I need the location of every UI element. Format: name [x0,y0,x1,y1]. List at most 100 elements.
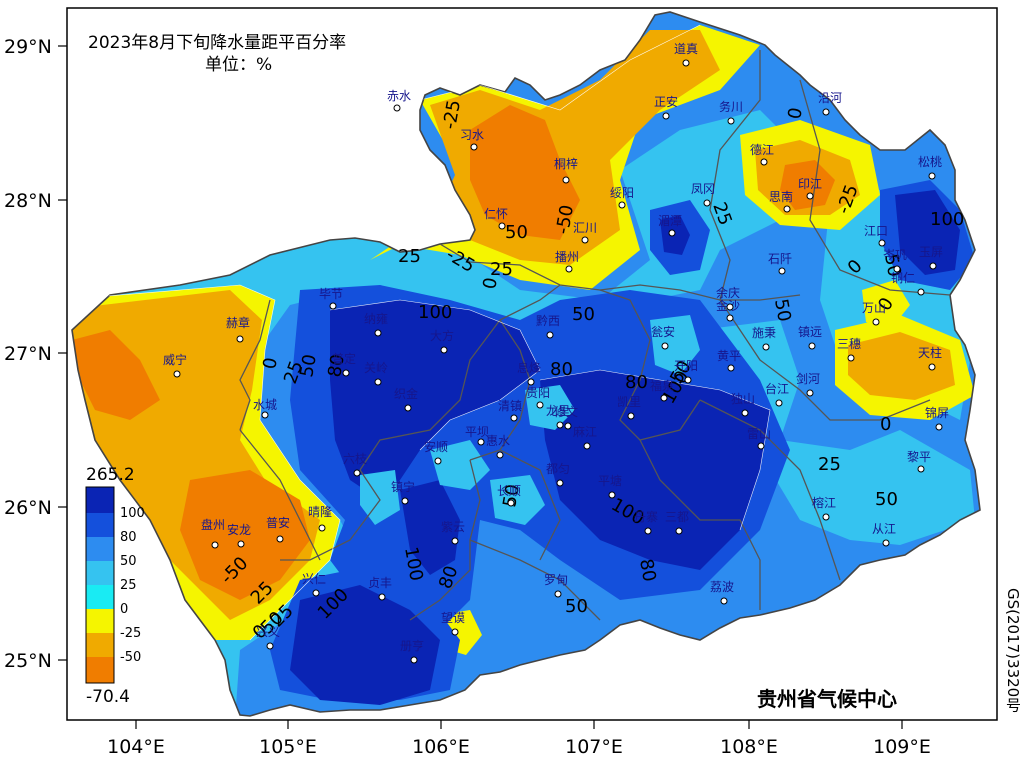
station-marker [451,628,459,636]
station-marker [236,335,244,343]
station-name: 印江 [798,177,822,191]
station-marker [393,104,401,112]
lon-label-109: 109°E [873,736,931,758]
station-name: 江口 [864,224,888,238]
station-marker [760,158,768,166]
contour-label: -50 [552,203,578,236]
station-marker [353,469,361,477]
station: 安顺 [424,439,448,465]
station-name: 贵阳 [526,386,550,400]
station: 岑巩 [883,248,907,273]
station-marker [726,303,734,311]
station-name: 开阳 [674,359,698,373]
station: 台江 [765,381,789,407]
station-name: 威宁 [163,352,187,367]
station-marker [276,535,284,543]
station: 长顺 [497,484,521,507]
contour-lines [72,24,771,641]
station: 天柱 [918,345,942,371]
station-marker [703,199,711,207]
station-name: 罗甸 [544,573,568,587]
station: 德江 [750,142,774,166]
lon-labels: 104°E 105°E 106°E 107°E 108°E 109°E [107,736,931,758]
station-marker [917,288,925,296]
station-name: 黎平 [907,450,931,464]
station-name: 绥阳 [610,186,634,200]
station-marker [893,265,901,273]
station-marker [822,513,830,521]
station: 独山 [731,392,755,417]
station-marker [878,239,886,247]
station-marker [662,112,670,120]
station-name: 黔西 [536,313,560,328]
station: 施秉 [752,326,776,351]
station-name: 水城 [253,398,277,412]
legend-swatch [86,585,114,609]
station-name: 毕节 [319,287,343,301]
station: 毕节 [319,287,343,310]
station: 凯里 [617,395,641,420]
station-marker [507,499,515,507]
station: 龙里 [546,404,570,429]
station-name: 汇川 [573,221,597,235]
station-name: 瓮安 [651,324,675,339]
station-name: 赫章 [226,315,250,330]
legend-max: 265.2 [86,465,135,485]
station: 麻江 [573,424,597,450]
prefecture-boundaries [239,50,951,621]
station: 威宁 [163,352,187,378]
station-marker [608,491,616,499]
station-name: 余庆 [716,285,740,300]
station-name: 正安 [654,94,678,109]
station: 开阳 [674,359,698,384]
station: 贵阳 [526,386,550,409]
station-name: 铜仁 [891,270,915,285]
station-marker [565,265,573,273]
station-name: 湄潭 [658,214,682,228]
station-name: 息烽 [517,360,541,375]
contour-label: 100 [418,302,452,323]
station-name: 册亨 [400,638,424,653]
station-name: 松桃 [918,154,942,169]
map-title: 2023年8月下旬降水量距平百分率 [88,33,347,53]
station-marker [562,176,570,184]
lon-label-107: 107°E [565,736,623,758]
station-name: 安龙 [227,522,251,537]
station: 凤冈 [691,182,715,207]
legend-swatch [86,657,114,683]
legend-level: 80 [120,530,137,545]
station-marker [928,172,936,180]
station: 玉屏 [919,245,943,270]
legend-colorbar [85,486,115,684]
contour-label: 100 [930,209,964,230]
station-marker [882,539,890,547]
station-marker [536,401,544,409]
station-name: 台江 [765,381,789,396]
station-name: 清镇 [498,399,522,413]
station-marker [684,376,692,384]
station: 六枝 [343,451,367,477]
station-name: 黄平 [717,349,741,363]
station: 兴义 [256,625,280,650]
station-marker [440,346,448,354]
station-name: 锦屏 [925,406,949,420]
station-name: 凤冈 [691,182,715,196]
contour-label: 0 [880,414,891,435]
station: 铜仁 [891,270,925,296]
contour-label: 80 [635,557,660,583]
station-marker [661,342,669,350]
station-marker [675,527,683,535]
legend-level: 25 [120,578,137,593]
station: 镇远 [798,325,822,350]
station: 安龙 [227,522,251,548]
station-name: 桐梓 [554,156,578,171]
station-name: 兴义 [256,625,280,639]
station-name: 天柱 [918,345,942,360]
station-marker [806,192,814,200]
station: 盘州 [201,517,225,549]
station-marker [470,143,478,151]
station-name: 岑巩 [883,248,907,262]
contour-label: 80 [550,359,573,380]
station-name: 关岭 [364,361,388,375]
